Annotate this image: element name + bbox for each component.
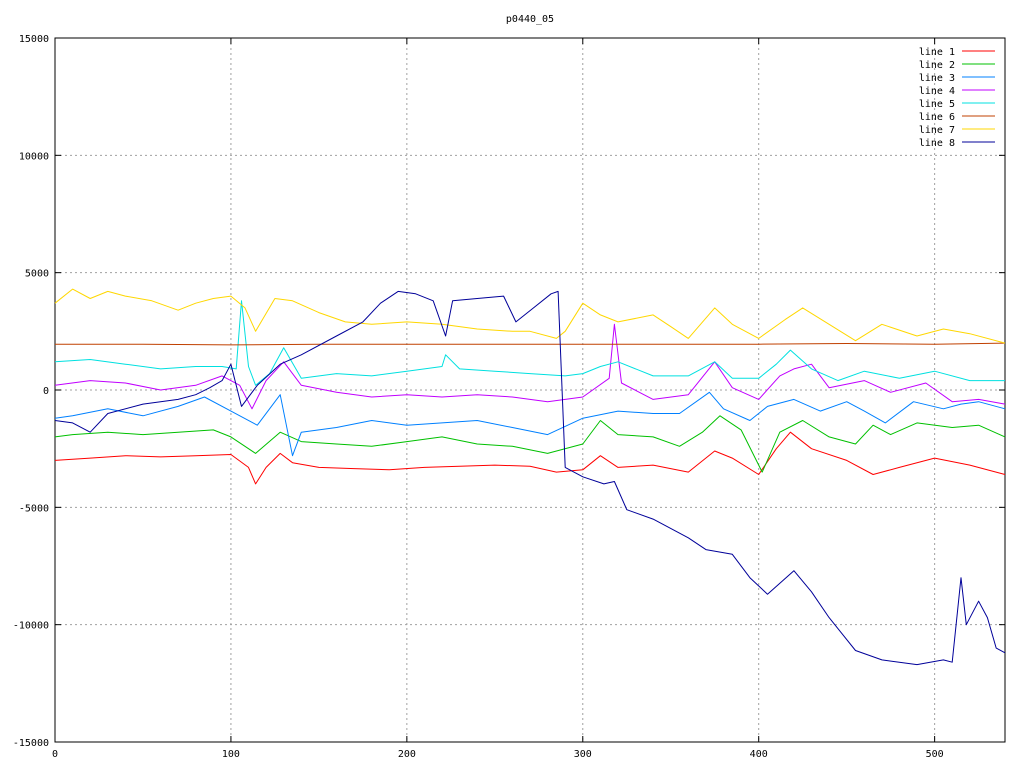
series-line-6 bbox=[55, 342, 1006, 346]
series-line-1 bbox=[54, 431, 1006, 485]
series-line-5 bbox=[54, 300, 1005, 386]
series-line-2 bbox=[54, 415, 1006, 473]
axes: 0 100 200 300 400 500 -15000 -10000 -5000 0 5000 10… bbox=[13, 34, 1006, 760]
y-tick-label: -10000 bbox=[13, 621, 49, 632]
legend-label-7: line 7 bbox=[919, 125, 955, 136]
legend-label-1: line 1 bbox=[919, 47, 955, 58]
y-tick-label: -5000 bbox=[19, 503, 49, 514]
series-line-8 bbox=[54, 290, 1006, 666]
y-tick-label: 0 bbox=[43, 386, 49, 397]
x-tick-label: 300 bbox=[574, 749, 592, 760]
legend-label-2: line 2 bbox=[919, 60, 955, 71]
legend-label-8: line 8 bbox=[919, 138, 955, 149]
y-tick-label: -15000 bbox=[13, 738, 49, 749]
legend-label-3: line 3 bbox=[919, 73, 955, 84]
y-tick-label: 15000 bbox=[19, 34, 49, 45]
grid bbox=[55, 38, 1005, 742]
chart-title: p0440_05 bbox=[506, 14, 554, 25]
series-line-7 bbox=[54, 288, 1006, 344]
legend: line 1 line 2 line 3 line 4 line 5 line 6 line… bbox=[919, 47, 995, 149]
x-tick-label: 100 bbox=[222, 749, 240, 760]
y-tick-label: 5000 bbox=[25, 269, 49, 280]
legend-label-4: line 4 bbox=[919, 86, 955, 97]
series-line-4 bbox=[54, 323, 1006, 410]
x-tick-label: 200 bbox=[398, 749, 416, 760]
x-tick-label: 500 bbox=[926, 749, 944, 760]
legend-label-5: line 5 bbox=[919, 99, 955, 110]
series-line-3 bbox=[54, 391, 1006, 457]
y-tick-label: 10000 bbox=[19, 151, 49, 162]
x-tick-label: 400 bbox=[750, 749, 768, 760]
series-lines bbox=[54, 288, 1006, 666]
legend-label-6: line 6 bbox=[919, 112, 955, 123]
x-tick-label: 0 bbox=[52, 749, 58, 760]
